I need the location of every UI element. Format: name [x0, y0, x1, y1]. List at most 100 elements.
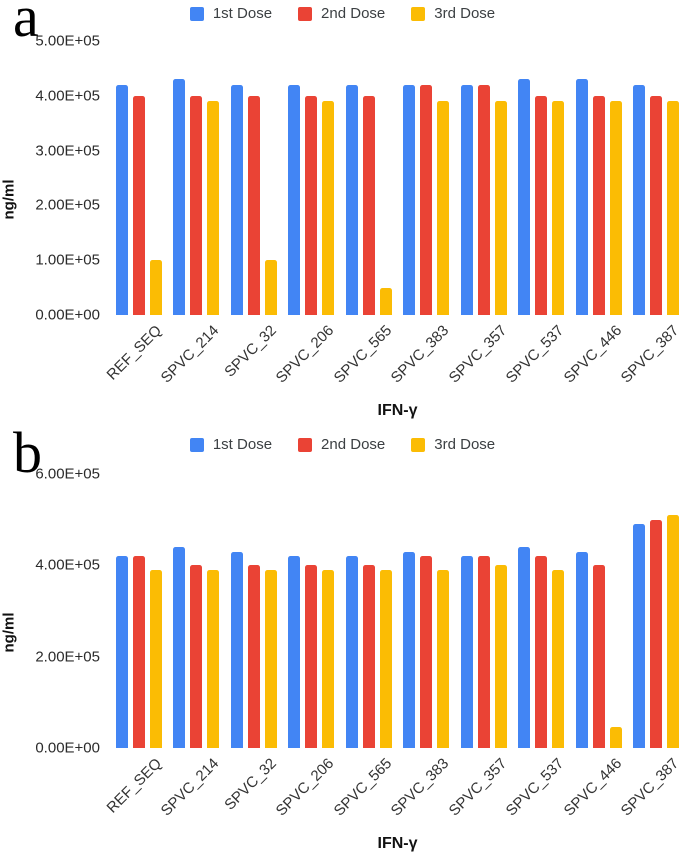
bar-group: [340, 474, 398, 748]
x-axis-title: IFN-γ: [377, 402, 418, 419]
bar: [115, 556, 128, 748]
legend: 1st Dose 2nd Dose 3rd Dose: [0, 5, 685, 22]
bar: [575, 551, 588, 748]
bar-group: [225, 41, 283, 315]
bar: [609, 727, 622, 748]
bar: [149, 260, 162, 315]
bar: [575, 79, 588, 315]
x-tick: SPVC_446: [560, 315, 628, 399]
x-tick: SPVC_537: [503, 748, 571, 832]
legend-label: 3rd Dose: [434, 5, 496, 22]
y-axis-title: ng/ml: [0, 179, 18, 220]
legend-swatch-icon: [411, 437, 426, 452]
legend-item: 2nd Dose: [298, 436, 385, 453]
x-tick-label: SPVC_214: [157, 322, 223, 387]
legend-swatch-icon: [298, 6, 313, 21]
bar: [403, 84, 416, 315]
x-tick-label: SPVC_357: [445, 755, 510, 820]
bar: [173, 79, 186, 315]
chart-main: REF_SEQ SPVC_214 SPVC_32 SPVC_206 SPVC_565 SP…: [103, 474, 685, 853]
x-tick-label: SPVC_206: [272, 322, 338, 387]
y-axis: ng/ml 0.00E+00 2.00E+05 4.00E+05 6.00E+05: [0, 466, 110, 757]
legend-swatch-icon: [189, 437, 204, 452]
bar: [230, 84, 243, 315]
legend-label: 2nd Dose: [321, 436, 386, 453]
x-tick-label: SPVC_383: [387, 322, 453, 387]
y-tick-label: 5.00E+05: [35, 32, 100, 50]
bar-group: [168, 41, 226, 315]
bar: [322, 569, 335, 748]
x-tick: SPVC_383: [388, 748, 456, 832]
y-tick-label: 4.00E+05: [35, 87, 100, 105]
y-tick-label: 2.00E+05: [35, 196, 100, 214]
x-tick: REF_SEQ: [103, 315, 168, 399]
bar: [322, 101, 335, 315]
legend-swatch-icon: [298, 437, 313, 452]
bar: [132, 95, 145, 315]
x-tick-label: SPVC_387: [617, 755, 683, 820]
bar-group: [283, 41, 341, 315]
bar: [650, 519, 663, 748]
bar: [518, 79, 531, 315]
bar: [305, 565, 318, 748]
x-tick-label: SPVC_565: [330, 755, 395, 820]
bar: [230, 551, 243, 748]
bar: [420, 84, 433, 315]
legend: 1st Dose 2nd Dose 3rd Dose: [0, 436, 685, 453]
x-tick: SPVC_387: [618, 315, 685, 399]
bar: [437, 101, 450, 315]
x-tick: SPVC_446: [560, 748, 628, 832]
bar: [190, 565, 203, 748]
x-tick: SPVC_214: [158, 315, 226, 399]
bar-group: [455, 474, 513, 748]
x-tick-label: SPVC_537: [502, 322, 568, 387]
bar: [592, 565, 605, 748]
x-tick-label: SPVC_214: [157, 755, 223, 820]
bar: [460, 556, 473, 748]
bar: [149, 569, 162, 748]
x-tick-label: SPVC_387: [617, 322, 683, 387]
legend-item: 1st Dose: [189, 436, 272, 453]
x-tick-label: REF_SEQ: [103, 755, 165, 817]
x-tick-label: SPVC_446: [560, 755, 625, 820]
bar-group: [340, 41, 398, 315]
bar: [609, 101, 622, 315]
x-tick: SPVC_537: [503, 315, 571, 399]
x-tick-label: SPVC_446: [560, 322, 625, 387]
bar: [115, 84, 128, 315]
bar-group: [168, 474, 226, 748]
bar: [552, 569, 565, 748]
x-tick: SPVC_357: [445, 748, 513, 832]
bar: [650, 95, 663, 315]
x-tick: SPVC_387: [618, 748, 685, 832]
chart-main: REF_SEQ SPVC_214 SPVC_32 SPVC_206 SPVC_565 SP…: [103, 41, 685, 420]
bar: [207, 101, 220, 315]
panel-label-a: a: [13, 0, 39, 49]
x-tick-label: SPVC_357: [445, 322, 510, 387]
y-tick-label: 3.00E+05: [35, 142, 100, 160]
bar: [552, 101, 565, 315]
plot-area: [110, 474, 685, 748]
plot-area: [110, 41, 685, 315]
bar-group: [570, 41, 628, 315]
legend-swatch-icon: [189, 6, 204, 21]
chart-a: ng/ml 0.00E+00 1.00E+05 2.00E+05 3.00E+05 4.…: [0, 33, 685, 420]
y-tick-label: 4.00E+05: [35, 556, 100, 574]
chart-b: ng/ml 0.00E+00 2.00E+05 4.00E+05 6.00E+05 R…: [0, 466, 685, 853]
bar: [345, 84, 358, 315]
bar-group: [225, 474, 283, 748]
y-tick-label: 1.00E+05: [35, 251, 100, 269]
bar: [535, 556, 548, 748]
bar: [173, 547, 186, 748]
bar: [460, 84, 473, 315]
x-tick-label: SPVC_565: [330, 322, 395, 387]
bar: [403, 551, 416, 748]
x-tick: SPVC_565: [330, 748, 398, 832]
bar-group: [398, 41, 456, 315]
bar-group: [398, 474, 456, 748]
bar: [667, 515, 680, 748]
bar: [494, 101, 507, 315]
bar-group: [513, 474, 571, 748]
bar-group: [110, 41, 168, 315]
x-tick-label: SPVC_206: [272, 755, 338, 820]
